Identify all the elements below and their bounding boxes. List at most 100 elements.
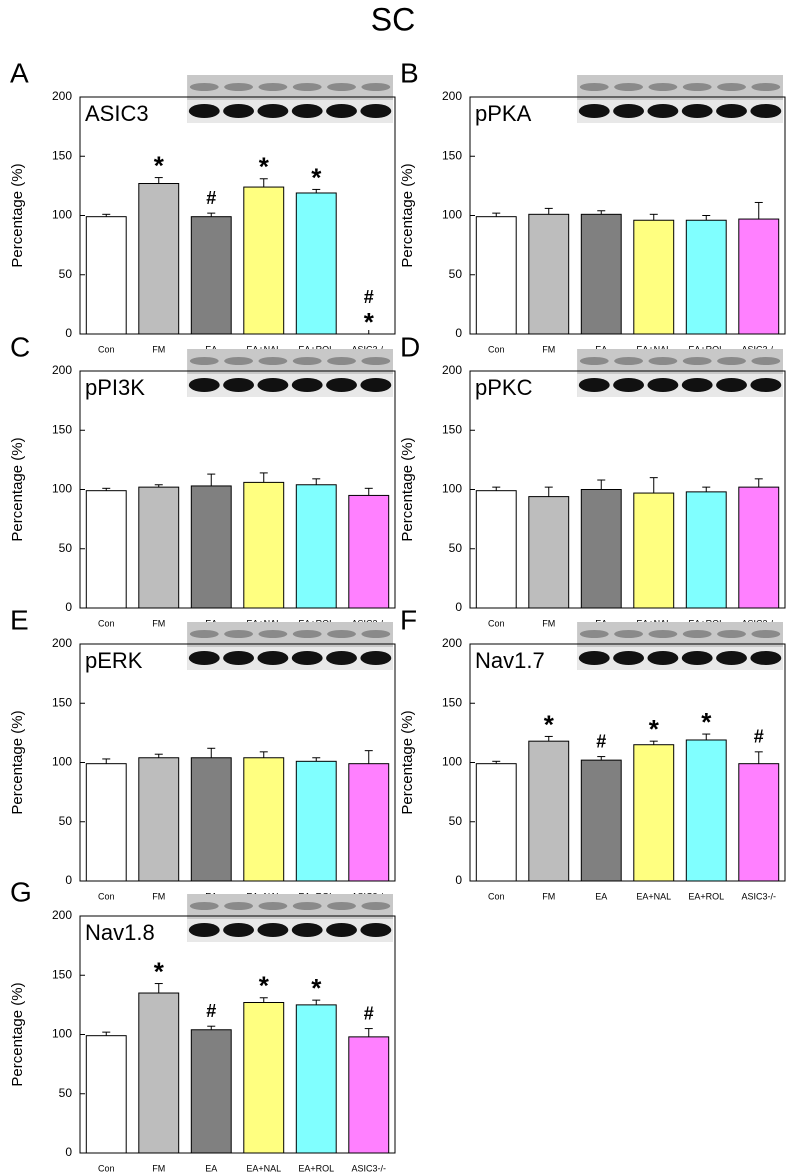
x-tick-label: FM bbox=[152, 344, 165, 354]
y-tick-label: 200 bbox=[52, 363, 72, 377]
y-axis-label: Percentage (%) bbox=[9, 437, 26, 541]
blot-band bbox=[682, 357, 712, 365]
x-tick-label: Con bbox=[488, 344, 505, 354]
blot-band bbox=[578, 651, 610, 665]
y-tick-label: 100 bbox=[52, 482, 72, 496]
bar bbox=[580, 759, 622, 882]
blot-band bbox=[717, 630, 746, 638]
significance-mark: * bbox=[364, 307, 375, 337]
blot-band bbox=[327, 357, 356, 365]
panel-title: pPI3K bbox=[85, 375, 145, 400]
blot-band bbox=[579, 83, 609, 91]
significance-mark: # bbox=[364, 287, 374, 307]
y-tick-label: 50 bbox=[59, 814, 73, 828]
x-tick-label: FM bbox=[542, 344, 555, 354]
y-tick-label: 0 bbox=[455, 600, 462, 614]
x-tick-label: Con bbox=[98, 618, 115, 628]
significance-mark: * bbox=[311, 162, 322, 192]
panel-letter: C bbox=[10, 331, 30, 362]
blot-band bbox=[648, 357, 678, 365]
blot-band bbox=[291, 923, 323, 937]
blot-band bbox=[647, 104, 679, 118]
blot-band bbox=[258, 83, 288, 91]
plot-frame bbox=[469, 643, 786, 882]
blot-band bbox=[614, 357, 643, 365]
significance-mark: * bbox=[701, 707, 712, 737]
bar bbox=[138, 992, 180, 1154]
blot-band bbox=[750, 378, 782, 392]
blot-band bbox=[751, 357, 781, 365]
panel-title: ASIC3 bbox=[85, 101, 149, 126]
y-axis-label: Percentage (%) bbox=[399, 437, 416, 541]
plot-frame bbox=[79, 915, 396, 1154]
blot-band bbox=[682, 83, 712, 91]
panel-letter: A bbox=[10, 57, 29, 88]
y-tick-label: 150 bbox=[52, 422, 72, 436]
blot-band bbox=[613, 651, 645, 665]
blot-band bbox=[291, 378, 323, 392]
bar bbox=[528, 496, 570, 609]
bar bbox=[633, 744, 675, 882]
panel-letter: B bbox=[400, 57, 419, 88]
blot-band bbox=[750, 104, 782, 118]
bar bbox=[633, 492, 675, 609]
bar bbox=[295, 1004, 337, 1154]
bar bbox=[295, 484, 337, 609]
blot-band bbox=[291, 104, 323, 118]
blot-band bbox=[258, 902, 288, 910]
blot-band bbox=[292, 902, 322, 910]
x-tick-label: FM bbox=[542, 891, 555, 901]
y-tick-label: 100 bbox=[52, 208, 72, 222]
blot-band bbox=[361, 630, 391, 638]
x-tick-label: EA+NAL bbox=[636, 891, 671, 901]
panel-letter: E bbox=[10, 604, 29, 635]
x-tick-label: ASIC3-/- bbox=[741, 891, 776, 901]
y-tick-label: 200 bbox=[442, 636, 462, 650]
blot-band bbox=[751, 83, 781, 91]
blot-band bbox=[292, 83, 322, 91]
bar bbox=[190, 1029, 232, 1154]
blot-band bbox=[224, 83, 253, 91]
blot-band bbox=[361, 83, 391, 91]
blot-band bbox=[716, 651, 747, 665]
blot-band bbox=[224, 902, 253, 910]
y-axis-label: Percentage (%) bbox=[9, 982, 26, 1086]
blot-band bbox=[578, 104, 610, 118]
y-tick-label: 150 bbox=[52, 148, 72, 162]
panel-letter: F bbox=[400, 604, 417, 635]
panel-letter: D bbox=[400, 331, 420, 362]
bar bbox=[85, 490, 127, 609]
figure-title: SC bbox=[371, 1, 415, 37]
y-axis-label: Percentage (%) bbox=[399, 710, 416, 814]
x-tick-label: FM bbox=[152, 891, 165, 901]
y-tick-label: 150 bbox=[52, 967, 72, 981]
blot-band bbox=[223, 104, 255, 118]
significance-mark: * bbox=[154, 956, 165, 986]
bar bbox=[685, 491, 727, 609]
y-tick-label: 50 bbox=[59, 541, 73, 555]
x-tick-label: Con bbox=[488, 618, 505, 628]
blot-band bbox=[360, 923, 392, 937]
blot-band bbox=[681, 378, 713, 392]
y-axis-label: Percentage (%) bbox=[399, 163, 416, 267]
bar bbox=[685, 739, 727, 882]
significance-mark: # bbox=[364, 1003, 374, 1023]
panel-title: Nav1.8 bbox=[85, 920, 155, 945]
x-tick-label: FM bbox=[152, 1163, 165, 1173]
bar bbox=[738, 486, 780, 609]
blot-band bbox=[258, 630, 288, 638]
bar bbox=[580, 489, 622, 609]
x-tick-label: Con bbox=[488, 891, 505, 901]
blot-band bbox=[327, 902, 356, 910]
y-tick-label: 100 bbox=[52, 755, 72, 769]
blot-band bbox=[681, 104, 713, 118]
blot-band bbox=[717, 83, 746, 91]
bar bbox=[243, 1002, 285, 1154]
bar bbox=[243, 757, 285, 882]
blot-band bbox=[257, 378, 289, 392]
blot-band bbox=[188, 378, 220, 392]
bar bbox=[528, 213, 570, 335]
blot-band bbox=[647, 651, 679, 665]
bar bbox=[138, 757, 180, 882]
blot-band bbox=[292, 357, 322, 365]
